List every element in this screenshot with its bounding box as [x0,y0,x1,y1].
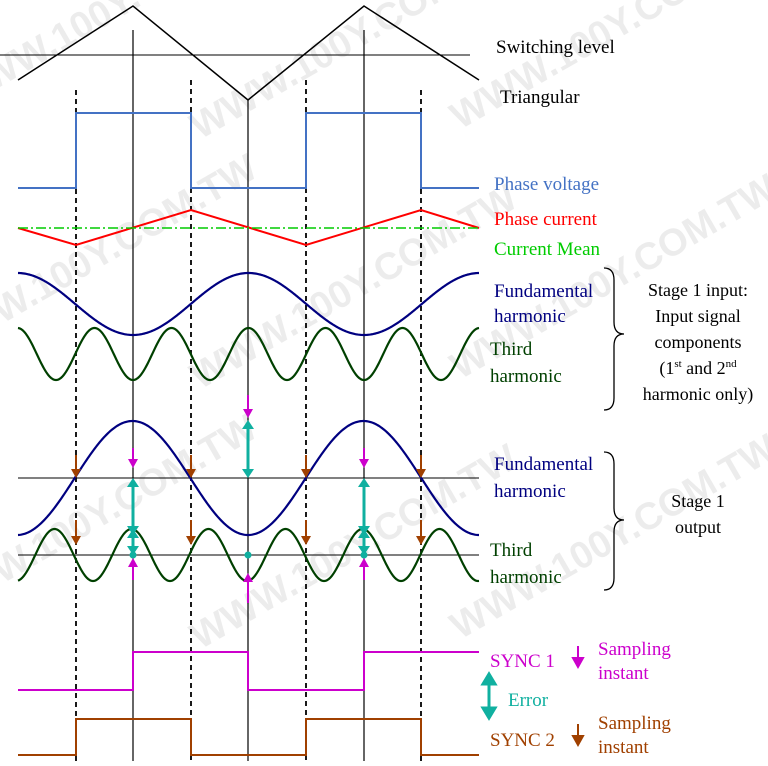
fundamental-output-label-2: harmonic [494,481,566,502]
third-output-label-2: harmonic [490,567,562,588]
sync1-sample-arrow-third-head [128,558,138,567]
current-mean-label: Current Mean [494,239,601,260]
svg-text:(1st and 2nd: (1st and 2nd [659,358,737,379]
sync2-label: SYNC 2 [490,730,555,751]
svg-text:components: components [655,332,742,352]
switching-level-label: Switching level [496,37,615,58]
sampling2-label-1: Sampling [598,713,671,734]
third-output-label-1: Third [490,540,533,561]
third-input-label-2: harmonic [490,366,562,387]
svg-text:output: output [675,517,721,537]
phase-current-label: Phase current [494,209,598,230]
stage1-input-text: Stage 1 input: Input signal components (… [643,280,753,405]
sync2-sample-arrow-third-head [301,536,311,545]
sync2-sample-arrow-fund-head [71,469,81,478]
sync1-arrow-icon [573,646,583,667]
third-input-label-1: Third [490,339,533,360]
svg-text:harmonic only): harmonic only) [643,384,753,405]
sync1-sample-arrow-fund-head [359,459,369,468]
triangular-label: Triangular [500,87,580,108]
error-arrow-icon [483,674,495,718]
fundamental-input-label-2: harmonic [494,306,566,327]
sampling2-label-2: instant [598,737,649,758]
sync2-arrow-icon [573,724,583,745]
fundamental-output-label-1: Fundamental [494,454,593,475]
sample-point [361,552,368,559]
sync1-wave [18,652,479,690]
svg-text:Input signal: Input signal [655,306,741,326]
sync1-sample-arrow-fund-head [128,459,138,468]
svg-text:Stage 1: Stage 1 [671,491,725,511]
sync1-label: SYNC 1 [490,651,555,672]
sample-point [245,552,252,559]
sampling1-label-1: Sampling [598,639,671,660]
error-label: Error [508,690,549,711]
sample-point [130,552,137,559]
sampling1-label-2: instant [598,663,649,684]
error-arrow-peak-head [242,469,254,478]
fundamental-input-label-1: Fundamental [494,281,593,302]
sync1-sample-arrow-third-center-head [243,573,253,582]
sync2-sample-arrow-third-head [416,536,426,545]
error-arrow-fund-head [358,478,370,487]
phase-voltage-label: Phase voltage [494,174,599,195]
svg-text:WWW.100Y.COM.TW: WWW.100Y.COM.TW [444,0,768,138]
svg-text:Stage 1 input:: Stage 1 input: [648,280,748,300]
